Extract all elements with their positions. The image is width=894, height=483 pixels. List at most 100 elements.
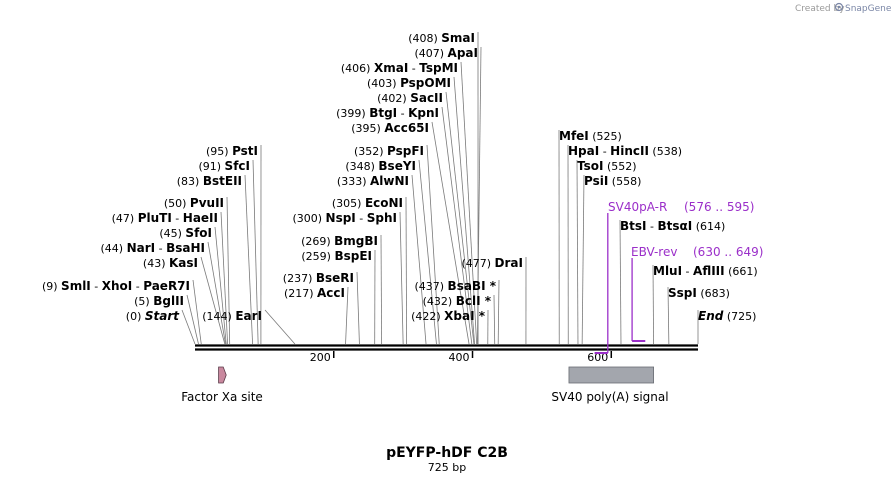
primer-range: (630 .. 649) (693, 245, 763, 259)
restriction-site[interactable]: (407) ApaI (414, 46, 482, 345)
site-label: (47) PluTI - HaeII (112, 211, 218, 225)
site-leader-line (192, 279, 202, 345)
restriction-site[interactable]: (50) PvuII (164, 196, 231, 345)
restriction-site[interactable]: SspI (683) (667, 286, 730, 345)
axis-tick-label: 600 (587, 351, 608, 364)
site-label: (348) BseYI (345, 159, 416, 173)
site-label: (9) SmlI - XhoI - PaeR7I (42, 279, 190, 293)
site-label: (45) SfoI (159, 226, 212, 240)
restriction-site[interactable]: (83) BstEII (177, 174, 253, 345)
restriction-site[interactable]: MfeI (525) (558, 129, 622, 345)
site-leader-line (200, 256, 226, 345)
restriction-site[interactable]: (422) XbaI * (411, 309, 489, 345)
site-leader-line (453, 76, 475, 345)
site-label: HpaI - HincII (538) (568, 144, 682, 158)
site-label: (333) AlwNI (337, 174, 409, 188)
restriction-site[interactable]: (403) PspOMI (367, 76, 475, 345)
restriction-site[interactable]: (437) BsaBI * (414, 279, 500, 345)
primer-sv40pa-r[interactable]: SV40pA-R (576 .. 595) (594, 200, 755, 354)
site-label: (44) NarI - BsaHI (101, 241, 205, 255)
restriction-site[interactable]: (406) XmaI - TspMI (341, 61, 478, 345)
site-leader-line (264, 309, 296, 345)
restriction-site[interactable]: (432) BclI * (423, 294, 496, 345)
restriction-site[interactable]: (395) Acc65I (351, 121, 470, 345)
restriction-site[interactable]: (352) PspFI (354, 144, 440, 345)
site-label: (83) BstEII (177, 174, 242, 188)
restriction-site[interactable]: (5) BglII (134, 294, 199, 345)
restriction-sites: (408) SmaI(407) ApaI(406) XmaI - TspMI(4… (42, 31, 758, 345)
site-label: (269) BmgBI (301, 234, 378, 248)
site-leader-line (186, 294, 199, 345)
restriction-site[interactable]: (47) PluTI - HaeII (112, 211, 229, 345)
site-leader-line (411, 174, 427, 345)
restriction-site[interactable]: (95) PstI (206, 144, 262, 345)
site-label: (432) BclI * (423, 294, 492, 308)
axis-tick: 400 (449, 351, 474, 364)
map-title: pEYFP-hDF C2B (386, 445, 508, 461)
restriction-site[interactable]: HpaI - HincII (538) (567, 144, 682, 345)
site-leader-line (220, 211, 229, 345)
site-label: (50) PvuII (164, 196, 224, 210)
site-leader-line (207, 241, 226, 345)
site-leader-line (226, 196, 231, 345)
site-leader-line (445, 91, 475, 345)
site-leader-line (581, 174, 585, 345)
site-label: (259) BspEI (301, 249, 372, 263)
site-label: TsoI (552) (577, 159, 637, 173)
credit-brand: SnapGene (845, 4, 892, 14)
axis-tick: 600 (587, 351, 613, 364)
primer-range: (576 .. 595) (684, 200, 754, 214)
site-label: PsiI (558) (584, 174, 641, 188)
sv40-polya-box[interactable] (568, 366, 654, 384)
site-leader-line (667, 286, 670, 345)
site-leader-line (252, 159, 259, 345)
site-label: MluI - AflIII (661) (653, 264, 758, 278)
site-leader-line (214, 226, 227, 345)
restriction-site[interactable]: PsiI (558) (581, 174, 641, 345)
site-label: (0) Start (126, 309, 180, 323)
restriction-site[interactable]: TsoI (552) (576, 159, 637, 345)
axis-tick-label: 400 (449, 351, 470, 364)
restriction-site[interactable]: (477) DraI (461, 256, 527, 345)
site-label: (407) ApaI (414, 46, 478, 60)
restriction-site[interactable]: BtsI - BtsαI (614) (619, 219, 725, 345)
restriction-site[interactable]: (237) BseRI (283, 271, 360, 345)
restriction-site[interactable]: (144) EarI (202, 309, 296, 345)
site-label: (352) PspFI (354, 144, 424, 158)
restriction-site[interactable]: (399) BtgI - KpnI (336, 106, 473, 345)
site-label: (402) SacII (377, 91, 443, 105)
restriction-site[interactable]: (217) AccI (284, 286, 349, 345)
restriction-site[interactable]: (91) SfcI (198, 159, 259, 345)
site-leader-line (405, 196, 408, 345)
site-label: (5) BglII (134, 294, 184, 308)
site-label: (144) EarI (202, 309, 262, 323)
factor-xa-arrow[interactable] (218, 366, 227, 384)
primer-name: SV40pA-R (608, 200, 667, 214)
site-label: (300) NspI - SphI (292, 211, 397, 225)
restriction-site[interactable]: (333) AlwNI (337, 174, 427, 345)
primer-ebv-rev[interactable]: EBV-rev (630 .. 649) (631, 245, 763, 342)
restriction-site[interactable]: (269) BmgBI (301, 234, 383, 345)
site-leader-line (652, 264, 654, 345)
restriction-site[interactable]: (259) BspEI (301, 249, 376, 345)
site-leader-line (380, 234, 383, 345)
restriction-site[interactable]: End (725) (697, 309, 756, 344)
site-label: BtsI - BtsαI (614) (620, 219, 725, 233)
restriction-site[interactable]: (9) SmlI - XhoI - PaeR7I (42, 279, 202, 345)
site-leader-line (181, 309, 196, 345)
site-label: (399) BtgI - KpnI (336, 106, 439, 120)
restriction-site[interactable]: (300) NspI - SphI (292, 211, 404, 345)
restriction-site[interactable]: (0) Start (126, 309, 196, 345)
restriction-site[interactable]: (348) BseYI (345, 159, 437, 345)
restriction-site[interactable]: (43) KasI (143, 256, 226, 345)
restriction-site[interactable]: (45) SfoI (159, 226, 227, 345)
restriction-site[interactable]: (44) NarI - BsaHI (101, 241, 226, 345)
site-label: (95) PstI (206, 144, 258, 158)
restriction-site[interactable]: (305) EcoNI (332, 196, 408, 345)
primer-name: EBV-rev (631, 245, 677, 259)
restriction-site[interactable]: MluI - AflIII (661) (652, 264, 758, 345)
site-label: (437) BsaBI * (414, 279, 496, 293)
site-label: (422) XbaI * (411, 309, 486, 323)
restriction-site[interactable]: (402) SacII (377, 91, 475, 345)
